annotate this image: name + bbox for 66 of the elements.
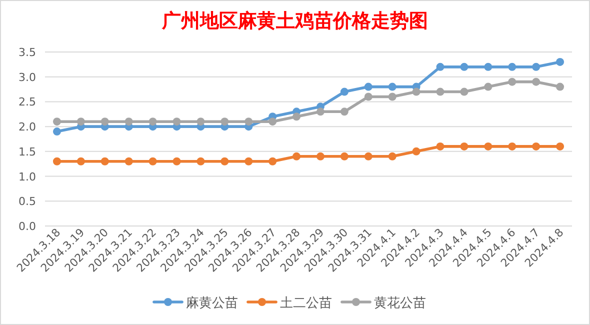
point bbox=[412, 147, 420, 156]
point bbox=[508, 142, 516, 150]
point bbox=[412, 88, 420, 96]
point bbox=[388, 82, 396, 91]
point bbox=[148, 157, 157, 166]
y-tick-label: 2.0 bbox=[18, 120, 36, 134]
point bbox=[268, 118, 277, 126]
point bbox=[172, 157, 181, 166]
y-tick-label: 3.5 bbox=[18, 46, 36, 59]
point bbox=[460, 62, 468, 71]
point bbox=[292, 112, 301, 121]
point bbox=[532, 62, 540, 71]
point bbox=[556, 82, 564, 91]
point bbox=[244, 118, 253, 126]
y-tick-label: 2.5 bbox=[18, 96, 36, 109]
legend-label: 黄花公苗 bbox=[374, 296, 426, 311]
point bbox=[556, 58, 564, 66]
point bbox=[460, 88, 468, 96]
point bbox=[292, 152, 301, 160]
point bbox=[316, 108, 324, 116]
point bbox=[340, 152, 348, 160]
point bbox=[340, 108, 348, 116]
y-tick-label: 3.0 bbox=[18, 70, 36, 84]
point bbox=[508, 62, 516, 71]
point bbox=[268, 157, 277, 166]
point bbox=[220, 157, 229, 166]
point bbox=[340, 88, 348, 96]
point bbox=[364, 82, 372, 91]
point bbox=[436, 88, 444, 96]
point bbox=[172, 118, 181, 126]
point bbox=[148, 118, 157, 126]
point bbox=[532, 78, 540, 86]
point bbox=[220, 118, 229, 126]
point bbox=[52, 128, 61, 136]
y-tick-label: 1.5 bbox=[18, 145, 36, 158]
point bbox=[460, 142, 468, 150]
point bbox=[244, 157, 253, 166]
point bbox=[124, 118, 133, 126]
point bbox=[76, 157, 85, 166]
point bbox=[316, 152, 324, 160]
point bbox=[436, 62, 444, 71]
point bbox=[124, 157, 133, 166]
point bbox=[100, 157, 109, 166]
chart-title: 广州地区麻黄土鸡苗价格走势图 bbox=[161, 10, 428, 32]
point bbox=[508, 78, 516, 86]
point bbox=[484, 62, 492, 71]
legend-label: 土二公苗 bbox=[280, 296, 332, 311]
point bbox=[484, 82, 492, 91]
point bbox=[388, 152, 396, 160]
point bbox=[52, 157, 61, 166]
point bbox=[364, 92, 372, 101]
y-tick-label: 0.0 bbox=[18, 220, 36, 233]
point bbox=[364, 152, 372, 160]
point bbox=[556, 142, 564, 150]
point bbox=[532, 142, 540, 150]
y-tick-label: 1.0 bbox=[18, 170, 36, 184]
point bbox=[76, 118, 85, 126]
point bbox=[100, 118, 109, 126]
point bbox=[436, 142, 444, 150]
point bbox=[484, 142, 492, 150]
point bbox=[196, 118, 205, 126]
point bbox=[196, 157, 205, 166]
y-tick-label: 0.5 bbox=[18, 195, 36, 208]
point bbox=[52, 118, 61, 126]
point bbox=[388, 92, 396, 101]
legend-label: 麻黄公苗 bbox=[186, 296, 238, 311]
